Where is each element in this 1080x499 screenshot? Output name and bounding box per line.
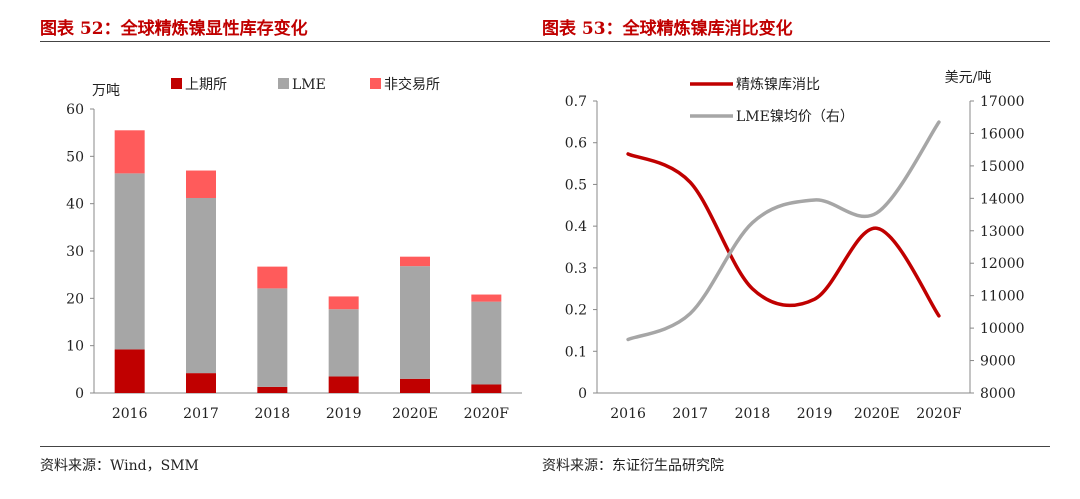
bar-segment bbox=[186, 197, 216, 374]
x-tick-label: 2020E bbox=[392, 406, 438, 422]
bar-segment bbox=[257, 266, 288, 289]
right-y-tick-label: 14000 bbox=[980, 191, 1025, 207]
bar-segment bbox=[400, 256, 430, 267]
x-tick-label: 2018 bbox=[255, 406, 291, 422]
legend-label: LME镍均价（右） bbox=[736, 109, 854, 125]
right-y-tick-label: 10000 bbox=[980, 321, 1025, 337]
bar-segment bbox=[186, 170, 216, 198]
legend-label: 非交易所 bbox=[384, 76, 440, 93]
bar-segment bbox=[471, 294, 502, 302]
bar-segment bbox=[114, 130, 145, 174]
y-tick-label: 20 bbox=[66, 291, 84, 307]
bottom-divider bbox=[40, 446, 1050, 447]
series-line bbox=[626, 152, 941, 318]
x-tick-label: 2017 bbox=[672, 406, 708, 422]
legend-swatch bbox=[278, 78, 289, 89]
left-y-tick-label: 0.4 bbox=[565, 219, 587, 235]
y-tick-label: 40 bbox=[66, 197, 84, 213]
right-y-axis-unit: 美元/吨 bbox=[945, 70, 992, 86]
x-tick-label: 2016 bbox=[112, 406, 148, 422]
legend-label: LME bbox=[292, 77, 326, 93]
legend-swatch bbox=[370, 78, 381, 89]
x-tick-label: 2017 bbox=[183, 406, 219, 422]
left-y-axis-unit: 万吨 bbox=[92, 83, 120, 99]
bar-segment bbox=[400, 378, 430, 393]
left-y-tick-label: 0.2 bbox=[565, 303, 587, 319]
left-y-tick-label: 0.5 bbox=[565, 177, 587, 193]
left-y-tick-label: 0.1 bbox=[565, 344, 587, 360]
bar-segment bbox=[328, 376, 359, 393]
right-y-tick-label: 15000 bbox=[980, 159, 1025, 175]
bar-segment bbox=[257, 288, 288, 387]
left-y-tick-label: 0.6 bbox=[565, 136, 587, 152]
bar-segment bbox=[471, 384, 502, 393]
left-y-tick-label: 0 bbox=[578, 386, 587, 402]
bar-segment bbox=[257, 386, 288, 393]
right-y-tick-label: 12000 bbox=[980, 256, 1025, 272]
inventory-stacked-bar-chart: 万吨 0 10 20 30 40 50 60 2016 2017 2018 2019 2020E 2020… bbox=[66, 76, 522, 422]
right-y-tick-label: 8000 bbox=[980, 386, 1016, 402]
right-y-tick-label: 17000 bbox=[980, 94, 1025, 110]
y-tick-label: 30 bbox=[66, 244, 84, 260]
bar-segment bbox=[471, 301, 502, 385]
bar-segment bbox=[400, 266, 430, 379]
y-tick-label: 50 bbox=[66, 149, 84, 165]
bar-segment bbox=[114, 349, 145, 393]
x-tick-label: 2018 bbox=[735, 406, 771, 422]
right-source-note: 资料来源：东证衍生品研究院 bbox=[542, 458, 724, 474]
right-chart-title: 图表 53：全球精炼镍库消比变化 bbox=[542, 19, 793, 39]
x-tick-label: 2020F bbox=[464, 406, 510, 422]
stock-consumption-line-chart: 美元/吨 0 0.1 0.2 0.3 0.4 0.5 0.6 0.7 8000 9000 10000 1… bbox=[565, 70, 1025, 422]
left-y-tick-label: 0.7 bbox=[565, 94, 587, 110]
top-divider bbox=[40, 41, 1050, 42]
right-y-tick-label: 11000 bbox=[980, 289, 1025, 305]
legend-label: 精炼镍库消比 bbox=[736, 77, 820, 93]
x-tick-label: 2020E bbox=[854, 406, 900, 422]
right-y-tick-label: 9000 bbox=[980, 354, 1016, 370]
x-tick-label: 2019 bbox=[326, 406, 362, 422]
y-tick-label: 10 bbox=[66, 339, 84, 355]
right-y-tick-label: 16000 bbox=[980, 126, 1025, 142]
x-tick-label: 2019 bbox=[797, 406, 833, 422]
right-y-tick-label: 13000 bbox=[980, 224, 1025, 240]
bar-segment bbox=[328, 296, 359, 310]
bar-segment bbox=[328, 309, 359, 377]
x-tick-label: 2016 bbox=[610, 406, 646, 422]
legend-swatch bbox=[171, 78, 182, 89]
legend-label: 上期所 bbox=[185, 77, 227, 93]
series-line bbox=[626, 120, 941, 342]
y-tick-label: 60 bbox=[66, 102, 84, 118]
left-y-tick-label: 0.3 bbox=[565, 261, 587, 277]
left-chart-title: 图表 52：全球精炼镍显性库存变化 bbox=[40, 19, 308, 39]
y-tick-label: 0 bbox=[75, 386, 84, 402]
left-source-note: 资料来源：Wind，SMM bbox=[40, 458, 199, 474]
bar-segment bbox=[114, 173, 145, 350]
bar-segment bbox=[186, 373, 216, 393]
x-tick-label: 2020F bbox=[916, 406, 962, 422]
